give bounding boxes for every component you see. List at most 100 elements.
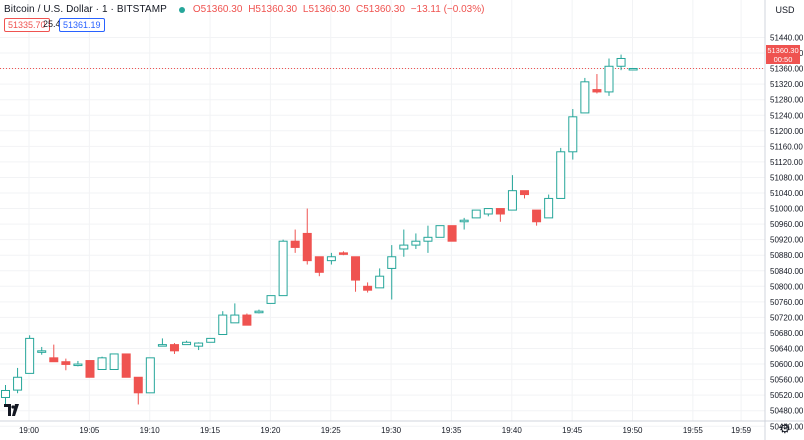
candle (194, 342, 204, 351)
candle (278, 239, 288, 297)
candle-body (194, 342, 204, 347)
last-price-value: 51360.30 (767, 46, 799, 55)
indicator-value-a[interactable]: 51335.70 (4, 18, 50, 32)
axis-labels: 51440.0051400.0051360.0051320.0051280.00… (19, 34, 804, 436)
y-tick-label: 51320.00 (770, 80, 804, 89)
candle-body (592, 89, 602, 93)
y-tick-label: 50880.00 (770, 251, 804, 260)
candle (459, 217, 469, 230)
bar-countdown: 00:50 (773, 55, 793, 64)
candle (133, 376, 143, 405)
candle (532, 209, 542, 226)
candle-body (532, 209, 542, 223)
candle-body (13, 376, 23, 391)
candle (411, 233, 421, 249)
gear-icon[interactable]: ⚙ (779, 421, 791, 436)
candle-body (85, 360, 95, 378)
candle-body (363, 285, 373, 291)
candle-body (459, 219, 469, 223)
candle-body (544, 197, 554, 219)
candle-body (206, 337, 216, 343)
candle (25, 335, 35, 374)
candle-body (387, 256, 397, 269)
x-tick-label: 19:05 (79, 426, 100, 435)
x-tick-label: 19:20 (260, 426, 281, 435)
candle-body (49, 357, 59, 363)
tradingview-logo[interactable] (4, 404, 22, 419)
y-tick-label: 51280.00 (770, 96, 804, 105)
candle (423, 225, 433, 253)
symbol-legend: Bitcoin / U.S. Dollar · 1 · BITSTAMP O51… (4, 4, 487, 15)
candle (230, 303, 240, 324)
y-tick-label: 50520.00 (770, 391, 804, 400)
candle-body (556, 151, 566, 199)
candle-body (338, 252, 348, 255)
candle (266, 295, 276, 304)
ohlc-values: O51360.30 H51360.30 L51360.30 C51360.30 … (193, 4, 488, 15)
y-tick-label: 50680.00 (770, 329, 804, 338)
candle-body (628, 67, 638, 71)
currency-label[interactable]: USD (775, 5, 795, 15)
y-tick-label: 50760.00 (770, 298, 804, 307)
high-value: H51360.30 (248, 4, 298, 15)
grid-lines (0, 0, 765, 427)
candle-body (616, 57, 626, 67)
candle (169, 343, 179, 354)
candles (1, 54, 638, 405)
candle-body (399, 244, 409, 250)
y-tick-label: 50640.00 (770, 345, 804, 354)
candle (375, 268, 385, 289)
candle (73, 360, 83, 367)
candle-body (314, 256, 324, 273)
candle-body (254, 310, 264, 314)
candle (314, 256, 324, 277)
x-tick-label: 19:30 (381, 426, 402, 435)
candle-body (507, 190, 517, 211)
candle (628, 67, 638, 71)
tradingview-logo-icon (4, 404, 19, 416)
x-tick-label: 19:25 (321, 426, 342, 435)
indicator-value-c[interactable]: 51361.19 (59, 18, 105, 32)
candle (13, 367, 23, 394)
candle (435, 225, 445, 238)
candle-body (1, 389, 10, 398)
candle-body (326, 256, 336, 262)
candle (604, 58, 614, 96)
low-value: L51360.30 (302, 4, 351, 15)
candle (507, 175, 517, 211)
y-tick-label: 50920.00 (770, 236, 804, 245)
candle (85, 360, 95, 378)
candle-body (25, 337, 35, 374)
candle (544, 194, 554, 219)
candle-body (580, 81, 590, 114)
candle-body (290, 240, 300, 248)
candle-body (447, 225, 457, 242)
y-tick-label: 50480.00 (770, 407, 804, 416)
x-tick-label: 19:45 (562, 426, 583, 435)
x-tick-label: 19:40 (502, 426, 523, 435)
y-tick-label: 51120.00 (770, 158, 803, 167)
candle-body (520, 190, 530, 196)
candle-body (73, 363, 83, 367)
candle-body (145, 357, 155, 394)
x-tick-label: 19:55 (683, 426, 704, 435)
candle (182, 340, 192, 346)
symbol-title[interactable]: Bitcoin / U.S. Dollar · 1 · BITSTAMP (4, 4, 167, 15)
x-tick-label: 19:50 (622, 426, 643, 435)
change-value: −13.11 (−0.03%) (410, 4, 485, 15)
candle (97, 356, 107, 370)
candle (145, 357, 155, 394)
close-value: C51360.30 (355, 4, 405, 15)
candle (121, 353, 131, 378)
candle-body (302, 232, 312, 262)
candle-body (242, 314, 252, 326)
last-price-tag: 51360.30 00:50 (766, 45, 800, 64)
y-tick-label: 51240.00 (770, 111, 804, 120)
y-tick-label: 51000.00 (770, 205, 804, 214)
candle (109, 353, 119, 370)
candle-body (109, 353, 119, 370)
y-tick-label: 51040.00 (770, 189, 804, 198)
